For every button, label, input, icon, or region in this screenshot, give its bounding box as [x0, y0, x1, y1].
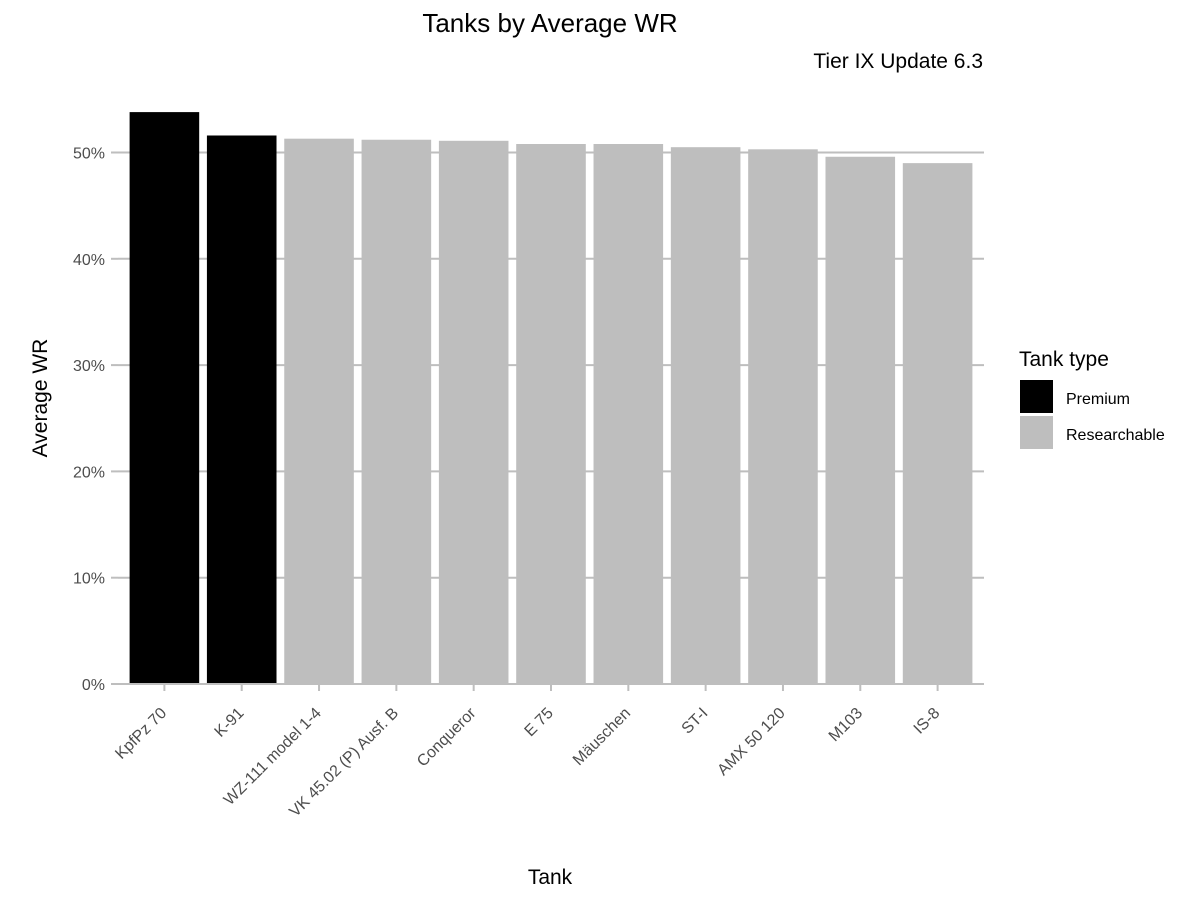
bar [593, 143, 664, 685]
chart-title: Tanks by Average WR [422, 8, 677, 38]
bar [516, 143, 586, 685]
bar [361, 139, 432, 684]
bar [902, 163, 973, 684]
y-tick-label: 50% [73, 146, 105, 163]
legend-swatch-researchable [1020, 416, 1053, 449]
legend: Tank type Premium Researchable [1019, 348, 1165, 449]
bar [206, 135, 277, 684]
x-tick-label: M103 [826, 705, 866, 745]
bar [129, 112, 200, 684]
x-tick-label: IS-8 [911, 705, 944, 738]
y-tick-label: 20% [73, 464, 105, 481]
legend-title: Tank type [1019, 348, 1109, 371]
x-axis-title: Tank [528, 866, 573, 889]
x-tick-label: Mäuschen [570, 705, 634, 769]
bar [748, 149, 818, 684]
bar [825, 156, 896, 684]
x-tick-label: KpfPz 70 [112, 705, 170, 763]
y-tick-label: 40% [73, 252, 105, 269]
x-tick-label: E 75 [522, 705, 557, 740]
legend-swatch-premium [1020, 380, 1053, 413]
x-tick-label: ST-I [679, 705, 712, 738]
y-tick-label: 0% [82, 677, 105, 694]
bar [284, 138, 354, 684]
x-tick-label: Conqueror [414, 704, 480, 770]
y-axis-title: Average WR [29, 339, 52, 458]
legend-label-researchable: Researchable [1066, 427, 1165, 444]
bars [129, 112, 973, 685]
legend-label-premium: Premium [1066, 391, 1130, 408]
y-tick-label: 30% [73, 358, 105, 375]
x-tick-label: AMX 50 120 [715, 705, 789, 779]
y-tick-label: 10% [73, 571, 105, 588]
x-tick-label: K-91 [212, 705, 248, 741]
bar [438, 140, 509, 684]
chart-subtitle: Tier IX Update 6.3 [813, 50, 983, 73]
bar [670, 147, 741, 684]
